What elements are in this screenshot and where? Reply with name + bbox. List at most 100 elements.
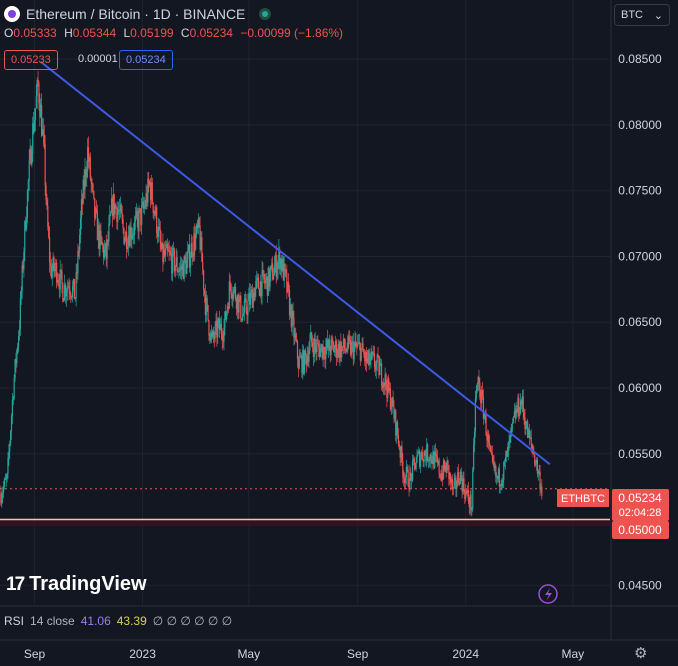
candle-body — [56, 262, 58, 283]
candle-body — [142, 201, 145, 209]
candle-body — [410, 472, 412, 475]
candle-body — [23, 251, 25, 269]
rsi-value: 41.06 — [80, 614, 111, 628]
low-value: 0.05199 — [130, 26, 174, 40]
candle-body — [211, 330, 214, 337]
last-price-tag: 0.05234 02:04:28 — [612, 489, 669, 521]
candle-body — [125, 231, 127, 241]
candle-body — [462, 478, 464, 492]
candle-body — [71, 296, 73, 298]
candle-body — [302, 349, 304, 374]
time-axis[interactable]: Sep 2023 May Sep 2024 May — [24, 647, 584, 661]
candle-body — [92, 184, 94, 191]
candle-body — [291, 311, 293, 328]
symbol-legend[interactable]: Ethereum / Bitcoin · 1D · BINANCE — [4, 4, 272, 24]
currency-select[interactable]: BTC ⌄ — [614, 4, 670, 26]
candle-body — [413, 458, 415, 463]
candle-body — [28, 160, 30, 181]
candle-body — [208, 320, 210, 336]
candle-body — [365, 352, 367, 362]
candle-body — [237, 294, 239, 313]
candle-body — [109, 214, 111, 224]
candle-body — [477, 377, 479, 385]
buy-price-button[interactable]: 0.05234 — [119, 50, 173, 70]
candle-body — [177, 271, 179, 272]
candle-body — [187, 244, 190, 252]
candle-body — [178, 271, 180, 273]
candle-body — [506, 450, 508, 457]
grid — [0, 0, 610, 605]
candle-body — [441, 472, 443, 481]
trendline[interactable] — [40, 61, 551, 466]
candle-body — [372, 352, 374, 355]
candle-body — [234, 286, 237, 300]
candle-body — [518, 397, 520, 416]
candle-body — [338, 344, 340, 358]
rsi-legend[interactable]: RSI 14 close 41.06 43.39 ∅ ∅ ∅ ∅ ∅ ∅ — [4, 614, 232, 628]
y-tick-label: 0.08500 — [618, 52, 662, 66]
candle-body — [345, 349, 347, 352]
support-price-tag: 0.05000 — [612, 521, 669, 539]
candle-body — [442, 460, 445, 479]
candle-body — [198, 218, 200, 226]
candle-body — [422, 459, 424, 463]
candle-body — [533, 452, 535, 455]
candle-body — [133, 233, 135, 235]
candle-body — [235, 299, 237, 309]
candle-body — [166, 244, 168, 250]
candle-body — [13, 378, 15, 399]
candle-body — [54, 269, 56, 272]
candle-body — [210, 332, 213, 337]
candle-body — [146, 193, 148, 203]
candle-body — [342, 338, 345, 347]
candle-body — [50, 266, 52, 278]
candle-body — [386, 386, 388, 398]
candle-body — [169, 251, 171, 254]
candle-body — [9, 443, 11, 453]
candle-body — [164, 247, 167, 256]
x-tick-label: 2024 — [452, 647, 479, 661]
candle-body — [203, 270, 205, 290]
candle-body — [337, 344, 339, 355]
candle-body — [349, 340, 352, 355]
candle-body — [210, 332, 212, 341]
candle-body — [62, 283, 64, 302]
candle-body — [440, 476, 442, 481]
candle-body — [205, 297, 207, 316]
candle-body — [144, 205, 146, 207]
candle-body — [285, 270, 287, 273]
candle-body — [199, 225, 201, 250]
candle-body — [347, 336, 349, 351]
symbol-tag-label: ETHBTC — [561, 493, 605, 505]
candle-body — [189, 257, 191, 268]
candle-body — [480, 397, 482, 404]
candle-body — [196, 224, 199, 229]
flash-icon[interactable] — [538, 584, 558, 604]
candle-body — [276, 268, 278, 277]
candle-body — [6, 473, 8, 479]
candle-body — [42, 128, 44, 135]
rsi-placeholders: ∅ ∅ ∅ ∅ ∅ ∅ — [152, 614, 233, 628]
candle-body — [244, 298, 246, 302]
candle-body — [156, 207, 158, 234]
candle-body — [407, 469, 409, 487]
gear-icon[interactable]: ⚙ — [634, 645, 648, 662]
support-band — [0, 519, 610, 527]
candle-body — [355, 340, 357, 347]
candle-body — [465, 490, 468, 494]
candle-body — [140, 208, 142, 225]
sell-price-button[interactable]: 0.05233 — [4, 50, 58, 70]
candle-body — [278, 249, 280, 260]
candle-body — [0, 493, 2, 504]
candle-body — [419, 458, 422, 467]
candle-body — [17, 346, 19, 351]
candle-body — [377, 355, 379, 357]
tradingview-logo[interactable]: 17 TradingView — [6, 573, 147, 596]
candle-body — [76, 272, 78, 274]
candle-body — [390, 406, 392, 410]
candle-body — [316, 343, 318, 353]
candle-body — [257, 277, 260, 289]
candle-body — [8, 452, 10, 458]
candle-body — [123, 227, 125, 244]
